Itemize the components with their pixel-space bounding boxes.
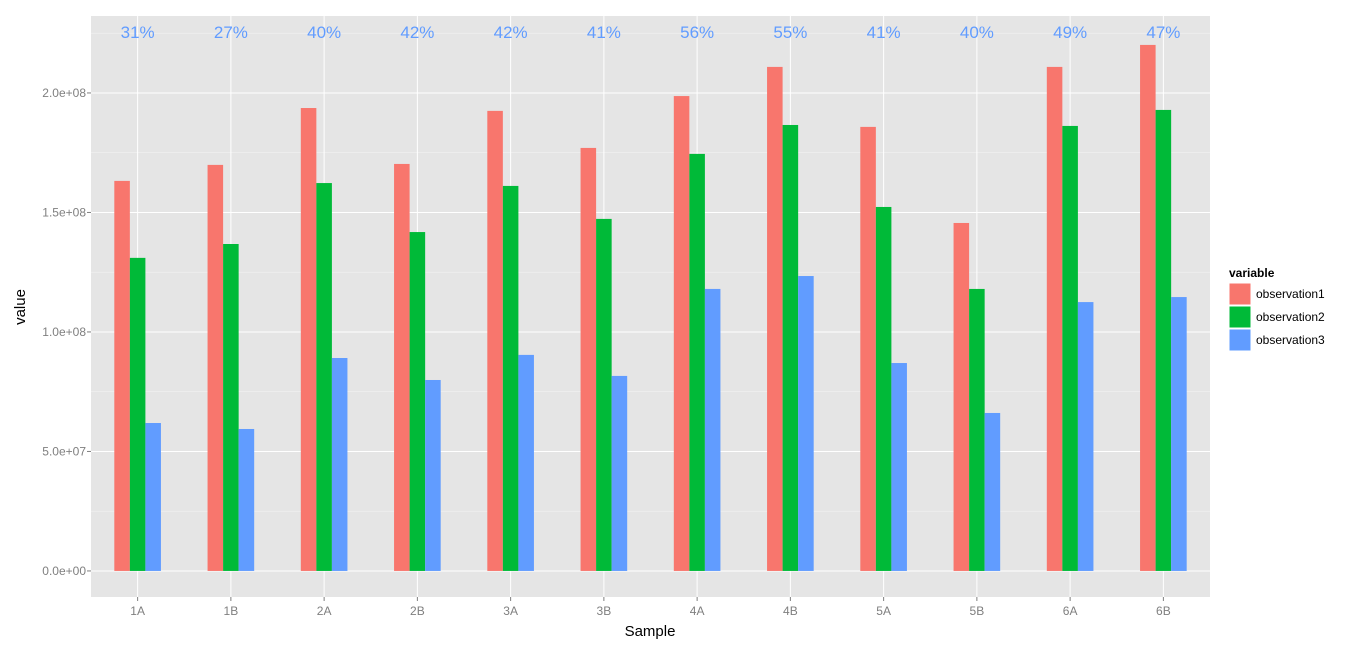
bar-observation1-5B	[953, 222, 970, 571]
percent-label: 27%	[214, 23, 248, 42]
x-tick-label: 5A	[876, 604, 891, 618]
bar-observation1-6B	[1140, 44, 1156, 571]
percent-label: 42%	[400, 23, 434, 42]
y-tick-label: 0.0e+00	[42, 564, 86, 578]
bar-observation3-6B	[1171, 297, 1187, 571]
x-tick-label: 5B	[970, 604, 985, 618]
y-tick-label: 2.0e+08	[42, 86, 86, 100]
bar-observation1-1B	[207, 164, 224, 571]
x-tick-label: 2A	[317, 604, 332, 618]
x-tick-label: 4B	[783, 604, 798, 618]
bar-observation2-1A	[129, 257, 146, 571]
bar-observation3-2B	[425, 379, 441, 571]
y-axis-title: value	[12, 289, 29, 325]
bar-observation1-4A	[673, 96, 690, 571]
x-tick-label: 6B	[1156, 604, 1171, 618]
bar-observation3-3A	[518, 354, 534, 571]
bar-observation1-2A	[300, 108, 317, 571]
x-tick-label: 1A	[130, 604, 145, 618]
x-tick-label: 6A	[1063, 604, 1078, 618]
bar-observation1-3A	[487, 110, 503, 571]
percent-label: 40%	[307, 23, 341, 42]
x-axis-title: Sample	[625, 623, 676, 640]
x-tick-label: 4A	[690, 604, 705, 618]
bar-observation2-5A	[875, 206, 892, 571]
percent-label: 56%	[680, 23, 714, 42]
percent-label: 41%	[587, 23, 621, 42]
plot-panel	[91, 16, 1210, 597]
y-tick-label: 1.0e+08	[42, 325, 86, 339]
bar-observation1-5A	[860, 126, 876, 571]
bar-observation3-4B	[798, 276, 814, 571]
bar-observation1-1A	[114, 180, 130, 571]
bar-observation1-4B	[767, 66, 783, 571]
bar-observation2-3A	[502, 185, 519, 571]
percent-label: 49%	[1053, 23, 1087, 42]
bar-observation2-1B	[223, 244, 239, 571]
bar-observation2-4A	[689, 153, 705, 571]
percent-label: 40%	[960, 23, 994, 42]
bar-observation3-5A	[891, 363, 907, 571]
bar-observation3-4A	[704, 288, 721, 571]
legend-key-observation2	[1228, 305, 1252, 329]
legend: variable observation1 observation2 observa…	[1228, 266, 1325, 352]
bar-observation2-2A	[316, 183, 332, 571]
bar-observation2-4B	[782, 124, 799, 571]
percent-label: 41%	[867, 23, 901, 42]
legend-label: observation1	[1256, 287, 1325, 301]
percent-label: 31%	[121, 23, 155, 42]
bar-observation2-6B	[1155, 109, 1172, 571]
bar-observation1-6A	[1046, 66, 1063, 571]
bar-observation3-5B	[984, 412, 1001, 571]
legend-key-observation3	[1228, 328, 1252, 352]
x-tick-label: 1B	[224, 604, 239, 618]
x-tick-label: 2B	[410, 604, 425, 618]
legend-title: variable	[1229, 266, 1275, 280]
legend-label: observation3	[1256, 333, 1325, 347]
legend-key-observation1	[1228, 282, 1252, 306]
bar-observation2-6A	[1062, 125, 1078, 571]
x-tick-label: 3B	[597, 604, 612, 618]
bar-observation3-2A	[331, 358, 348, 571]
percent-label: 55%	[773, 23, 807, 42]
bar-observation3-1B	[238, 428, 255, 571]
legend-label: observation2	[1256, 310, 1325, 324]
bar-observation2-3B	[596, 218, 612, 571]
y-tick-label: 1.5e+08	[42, 205, 86, 219]
y-tick-label: 5.0e+07	[42, 444, 86, 458]
percent-label: 47%	[1146, 23, 1180, 42]
bar-observation1-2B	[394, 163, 410, 571]
bar-observation3-1A	[145, 423, 161, 571]
bar-observation1-3B	[580, 147, 597, 571]
bar-observation3-3B	[611, 375, 628, 571]
bar-observation2-5B	[969, 288, 985, 571]
bar-observation3-6A	[1077, 302, 1094, 571]
percent-label: 42%	[494, 23, 528, 42]
bar-observation2-2B	[409, 232, 426, 571]
x-tick-label: 3A	[503, 604, 518, 618]
